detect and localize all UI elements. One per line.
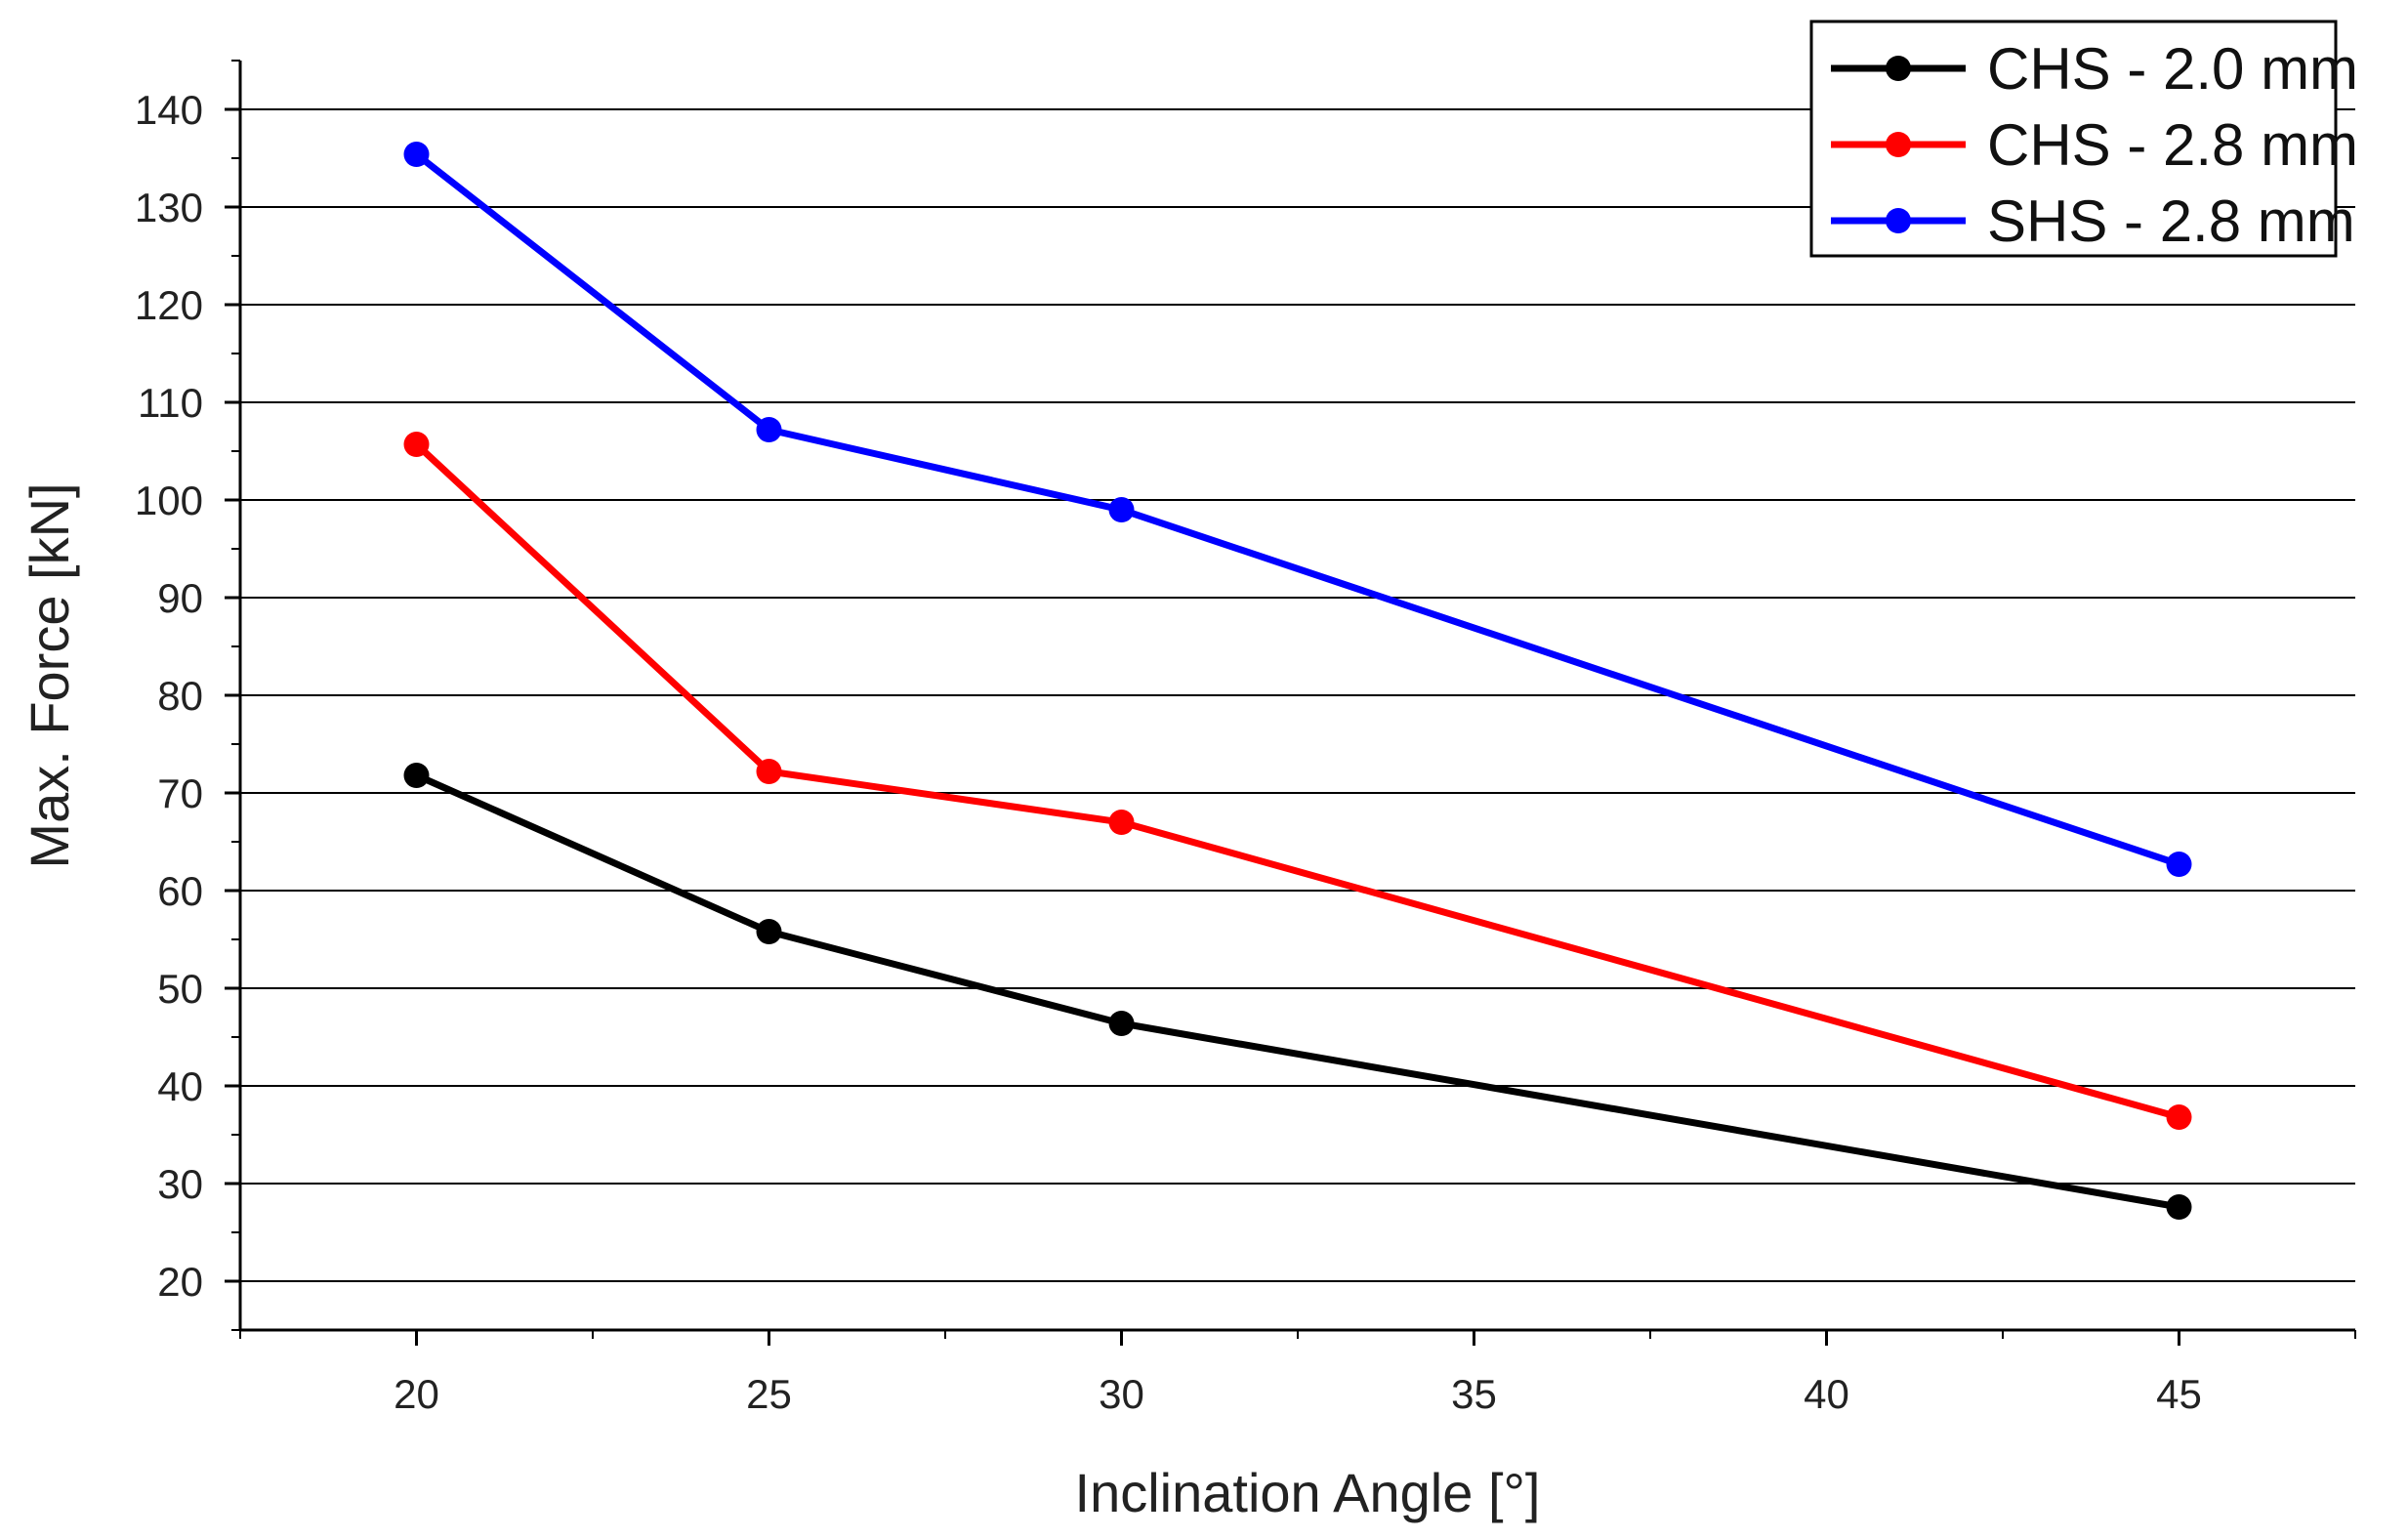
data-point <box>2166 852 2192 877</box>
x-tick-label: 25 <box>746 1371 792 1417</box>
data-point <box>2166 1194 2192 1220</box>
series-layer <box>403 142 2192 1220</box>
x-tick-label: 35 <box>1451 1371 1497 1417</box>
data-point <box>1108 1011 1135 1036</box>
legend: CHS - 2.0 mm CHS - 2.8 mm SHS - 2.8 mm <box>1809 20 2358 258</box>
x-axis-title: Inclination Angle [°] <box>1075 1462 1541 1523</box>
x-tick-label: 20 <box>394 1371 439 1417</box>
y-axis-title: Max. Force [kN] <box>19 482 80 868</box>
y-tick-label: 70 <box>157 770 203 816</box>
data-point <box>1108 497 1135 522</box>
y-tick-label: 110 <box>138 380 203 426</box>
legend-label: SHS - 2.8 mm <box>1987 188 2355 254</box>
y-tick-label: 60 <box>157 868 203 914</box>
x-tick-label: 45 <box>2156 1371 2202 1417</box>
legend-swatch-marker <box>1886 56 1911 81</box>
y-tick-label: 100 <box>135 478 203 523</box>
series-line-1 <box>413 771 2182 1211</box>
data-point <box>2166 1104 2192 1130</box>
data-point <box>756 417 782 442</box>
x-tick-label: 40 <box>1804 1371 1849 1417</box>
data-point <box>403 432 430 457</box>
x-tick-label: 30 <box>1099 1371 1144 1417</box>
axes: 20 30 40 50 60 70 80 90 100 110 120 130 140 20 25 30 35 4… <box>19 60 2356 1523</box>
y-tick-label: 80 <box>157 673 203 719</box>
y-tick-label: 40 <box>157 1063 203 1109</box>
legend-label: CHS - 2.8 mm <box>1987 112 2358 178</box>
series-line-3 <box>413 150 2182 868</box>
series-line-2 <box>413 440 2182 1121</box>
data-point <box>403 142 430 167</box>
data-point <box>756 759 782 784</box>
data-point <box>1108 810 1135 835</box>
y-tick-label: 140 <box>135 87 203 133</box>
y-tick-label: 50 <box>157 966 203 1012</box>
y-tick-label: 90 <box>157 575 203 621</box>
legend-swatch-marker <box>1886 132 1911 157</box>
legend-label: CHS - 2.0 mm <box>1987 36 2358 102</box>
y-tick-label: 130 <box>135 185 203 230</box>
legend-swatch-marker <box>1886 208 1911 233</box>
grid-lines <box>240 108 2355 1282</box>
data-point <box>756 919 782 944</box>
y-tick-label: 20 <box>157 1259 203 1305</box>
y-tick-label: 30 <box>157 1161 203 1207</box>
y-tick-label: 120 <box>135 282 203 328</box>
data-point <box>403 763 430 788</box>
